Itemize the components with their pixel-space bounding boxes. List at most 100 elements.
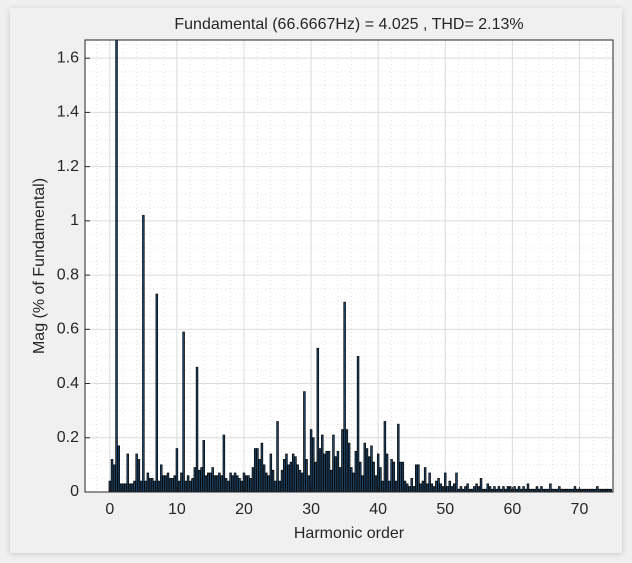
bar	[202, 440, 205, 492]
bar	[119, 483, 123, 492]
bar	[160, 464, 163, 492]
bar	[403, 480, 407, 492]
bar	[128, 483, 132, 492]
bar	[139, 480, 143, 492]
bar	[553, 488, 557, 492]
bar	[419, 483, 422, 492]
bar	[499, 488, 503, 492]
bar	[535, 486, 539, 492]
bar	[329, 469, 333, 492]
bar	[457, 488, 460, 492]
bar	[600, 488, 604, 492]
bar	[343, 301, 346, 492]
bar	[526, 483, 530, 492]
bar	[218, 472, 221, 492]
bar	[475, 483, 478, 492]
bar	[405, 483, 409, 492]
bar	[582, 488, 586, 492]
bar	[209, 472, 212, 492]
bar	[502, 486, 505, 492]
bar	[236, 475, 239, 492]
bar	[562, 488, 566, 492]
chart-title: Fundamental (66.6667Hz) = 4.025 , THD= 2…	[174, 16, 523, 33]
bar	[213, 475, 217, 492]
bar	[231, 475, 235, 492]
bar	[175, 448, 179, 492]
x-tick-label: 30	[302, 501, 320, 518]
bar	[607, 488, 610, 492]
y-tick-label: 0	[70, 483, 79, 500]
bar	[164, 475, 167, 492]
bar	[567, 488, 570, 492]
bar	[137, 459, 141, 492]
bar	[417, 464, 420, 492]
bar	[479, 478, 483, 492]
bar	[113, 464, 116, 492]
bar	[148, 478, 152, 492]
bar	[589, 488, 592, 492]
x-axis-label: Harmonic order	[294, 525, 405, 542]
bar	[117, 445, 120, 492]
bar	[298, 469, 302, 492]
bar	[558, 486, 561, 492]
bar	[135, 453, 138, 492]
bar	[247, 475, 250, 492]
bar	[153, 480, 156, 492]
bar	[564, 488, 568, 492]
bar	[108, 480, 112, 492]
bar	[269, 453, 273, 492]
bar	[381, 480, 384, 492]
y-tick-label: 0.4	[57, 375, 79, 392]
bar	[309, 429, 313, 492]
bar	[144, 480, 147, 492]
bar	[408, 486, 411, 492]
bar	[222, 434, 226, 492]
bar	[421, 480, 425, 492]
y-tick-label: 0.6	[57, 321, 79, 338]
y-tick-label: 1.4	[57, 104, 79, 121]
bar	[274, 480, 277, 492]
bar	[470, 488, 474, 492]
bar	[354, 450, 358, 492]
bar	[244, 475, 248, 492]
bar	[146, 472, 150, 492]
bar	[276, 421, 279, 492]
bar	[307, 475, 311, 492]
bar	[441, 486, 445, 492]
bar	[184, 480, 188, 492]
bar	[602, 488, 606, 492]
bar	[338, 467, 342, 492]
bar	[414, 464, 418, 492]
bar	[531, 488, 534, 492]
bar	[312, 437, 315, 492]
bar	[390, 459, 393, 492]
bar	[410, 478, 413, 492]
bar	[296, 464, 299, 492]
bar	[591, 488, 595, 492]
bar	[318, 448, 322, 492]
bar	[130, 483, 134, 492]
bar	[345, 429, 349, 492]
bar	[439, 483, 443, 492]
bar	[430, 483, 434, 492]
bar	[452, 483, 456, 492]
bar	[593, 488, 597, 492]
x-tick-label: 60	[503, 501, 521, 518]
bar	[488, 486, 492, 492]
bar	[171, 478, 174, 492]
bar	[334, 456, 337, 492]
bar	[490, 488, 494, 492]
bar	[484, 488, 487, 492]
bar	[249, 478, 252, 492]
bar	[271, 469, 275, 492]
bar	[486, 483, 489, 492]
bar	[224, 478, 228, 492]
bar	[435, 480, 438, 492]
bar	[157, 480, 161, 492]
bar	[546, 488, 550, 492]
plot-area	[85, 40, 613, 492]
bar	[115, 40, 118, 492]
bar	[497, 486, 501, 492]
bar	[368, 456, 371, 492]
